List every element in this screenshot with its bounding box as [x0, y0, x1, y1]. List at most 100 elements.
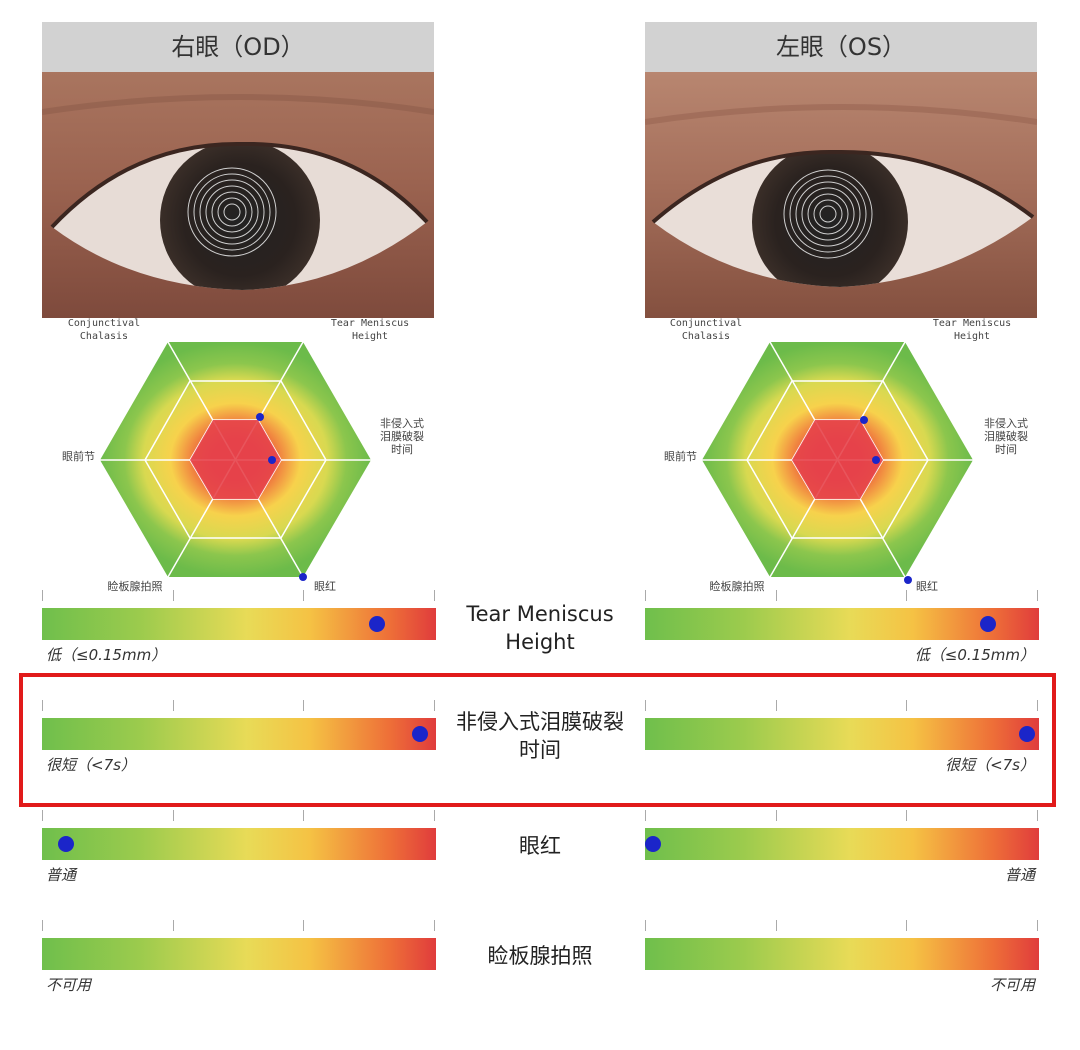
gradient-bar	[645, 938, 1039, 970]
scale-note: 普通	[46, 866, 77, 884]
radar-axis-label: 睑板腺拍照	[108, 579, 163, 593]
value-marker	[412, 726, 429, 742]
scale-tick	[906, 810, 908, 821]
scale-tick	[434, 810, 435, 821]
scale-tick	[434, 590, 435, 601]
metric-title: Tear Meniscus Height	[466, 602, 614, 654]
right-eye-radar: Conjunctival Chalasis Tear Meniscus Height…	[20, 312, 460, 602]
gradient-bar	[42, 828, 436, 860]
scale-tick	[906, 590, 908, 601]
scale-tick	[172, 700, 174, 711]
value-marker	[644, 836, 661, 852]
scale-os: 很短（<7s）	[645, 700, 1039, 830]
scale-ticks	[645, 810, 1039, 822]
scale-ticks	[645, 590, 1039, 602]
scale-tick	[645, 810, 646, 821]
radar-axis-label: 眼红	[314, 580, 336, 593]
highlight-box	[19, 673, 1056, 807]
radar-axis-label: 眼前节	[62, 449, 95, 463]
scale-os: 普通	[644, 810, 1039, 940]
scale-ticks	[42, 810, 436, 822]
scale-tick	[775, 700, 777, 711]
scale-tick	[906, 920, 908, 931]
left-eye-photo	[645, 72, 1037, 318]
scale-tick	[172, 590, 174, 601]
right-eye-title: 右眼（OD）	[42, 22, 434, 72]
scale-tick	[42, 700, 43, 711]
scale-od: 低（≤0.15mm）	[42, 590, 436, 720]
radar-axis-label: 非侵入式泪膜破裂时间	[380, 417, 424, 456]
left-eye-panel: 左眼（OS）	[645, 22, 1037, 318]
right-eye-photo	[42, 72, 434, 318]
scale-tick	[434, 920, 435, 931]
scale-tick	[775, 810, 777, 821]
scale-tick	[645, 700, 646, 711]
gradient-bar	[645, 718, 1039, 750]
left-eye-radar: Conjunctival Chalasis Tear Meniscus Height…	[622, 312, 1062, 602]
scale-os: 低（≤0.15mm）	[645, 590, 1039, 720]
scale-tick	[303, 810, 305, 821]
scale-tick	[645, 920, 646, 931]
gradient-bar	[644, 828, 1039, 860]
metric-title: 非侵入式泪膜破裂 时间	[456, 710, 624, 762]
value-marker	[979, 616, 996, 632]
scale-note: 普通	[1004, 866, 1035, 884]
value-marker	[57, 836, 74, 852]
scale-tick	[1037, 700, 1038, 711]
gradient-bar	[42, 718, 436, 750]
scale-ticks	[42, 590, 436, 602]
radar-axis-label: Conjunctival Chalasis	[670, 318, 742, 342]
scale-tick	[42, 920, 43, 931]
gradient-bar	[645, 608, 1039, 640]
scale-tick	[1037, 590, 1038, 601]
value-marker	[1019, 726, 1036, 742]
scale-od: 不可用	[42, 920, 436, 1050]
scale-tick	[42, 810, 43, 821]
scale-tick	[775, 590, 777, 601]
scale-tick	[775, 920, 777, 931]
right-eye-panel: 右眼（OD）	[42, 22, 434, 318]
scale-tick	[1037, 810, 1038, 821]
radar-point	[860, 416, 868, 424]
scale-ticks	[42, 920, 436, 932]
value-marker	[368, 616, 385, 632]
gradient-bar	[42, 938, 436, 970]
radar-point	[299, 573, 307, 581]
radar-axis-label: 睑板腺拍照	[710, 579, 765, 593]
scale-tick	[303, 700, 305, 711]
radar-point	[872, 456, 880, 464]
gradient-bar	[42, 608, 436, 640]
scale-note: 不可用	[46, 976, 92, 994]
scale-tick	[434, 700, 435, 711]
scale-note: 很短（<7s）	[945, 756, 1035, 774]
scale-tick	[303, 920, 305, 931]
scale-os: 不可用	[645, 920, 1039, 1050]
scale-od: 普通	[42, 810, 436, 940]
scale-tick	[645, 590, 646, 601]
radar-axis-label: Tear Meniscus Height	[331, 318, 409, 342]
radar-axis-label: 眼红	[916, 580, 938, 593]
scale-od: 很短（<7s）	[42, 700, 436, 830]
scale-tick	[172, 920, 174, 931]
scale-tick	[1037, 920, 1038, 931]
scale-ticks	[645, 700, 1039, 712]
radar-axis-label: 眼前节	[664, 449, 697, 463]
scale-tick	[172, 810, 174, 821]
left-eye-title: 左眼（OS）	[645, 22, 1037, 72]
scale-ticks	[42, 700, 436, 712]
scale-tick	[303, 590, 305, 601]
metric-title: 睑板腺拍照	[487, 944, 593, 968]
radar-axis-label: Tear Meniscus Height	[933, 318, 1011, 342]
radar-axis-label: 非侵入式泪膜破裂时间	[984, 417, 1028, 456]
radar-axis-label: Conjunctival Chalasis	[68, 318, 140, 342]
scale-ticks	[645, 920, 1039, 932]
scale-note: 低（≤0.15mm）	[914, 646, 1035, 664]
radar-point	[268, 456, 276, 464]
metric-title: 眼红	[519, 834, 561, 858]
scale-tick	[906, 700, 908, 711]
scale-note: 不可用	[989, 976, 1035, 994]
scale-note: 低（≤0.15mm）	[46, 646, 167, 664]
radar-point	[256, 413, 264, 421]
scale-note: 很短（<7s）	[46, 756, 136, 774]
radar-point	[904, 576, 912, 584]
